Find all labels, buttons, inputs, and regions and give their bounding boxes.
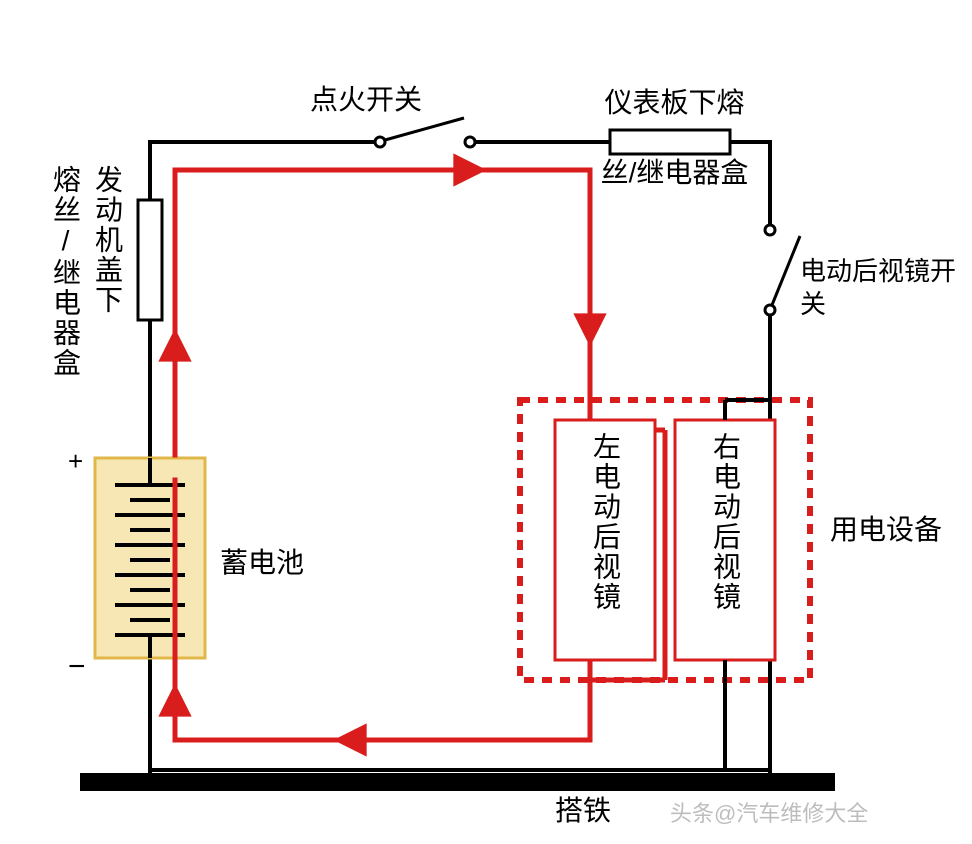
circuit-diagram (0, 0, 972, 844)
battery-minus: − (68, 648, 86, 686)
battery-symbol (95, 458, 205, 658)
ground-label: 搭铁 (555, 793, 611, 828)
fuse-relay-box-label: 熔丝/继电器盒 (48, 165, 83, 378)
current-flow (175, 170, 590, 740)
ignition-switch-label: 点火开关 (310, 82, 422, 117)
right-mirror-label: 右电动后视镜 (708, 432, 743, 612)
mirror-switch-symbol (765, 225, 800, 315)
battery-plus: + (68, 445, 83, 478)
mirror-switch-label: 电动后视镜开关 (800, 255, 960, 320)
engine-fuse-symbol (138, 200, 162, 320)
engine-cover-label: 发动机盖下 (90, 165, 125, 315)
consumer-label: 用电设备 (830, 512, 942, 547)
dash-fusebox-label: 仪表板下熔 丝/继电器盒 (585, 50, 748, 190)
watermark-text: 头条@汽车维修大全 (670, 800, 868, 828)
left-mirror-label: 左电动后视镜 (588, 432, 623, 612)
ignition-switch-symbol (375, 118, 475, 147)
battery-label: 蓄电池 (220, 545, 304, 580)
